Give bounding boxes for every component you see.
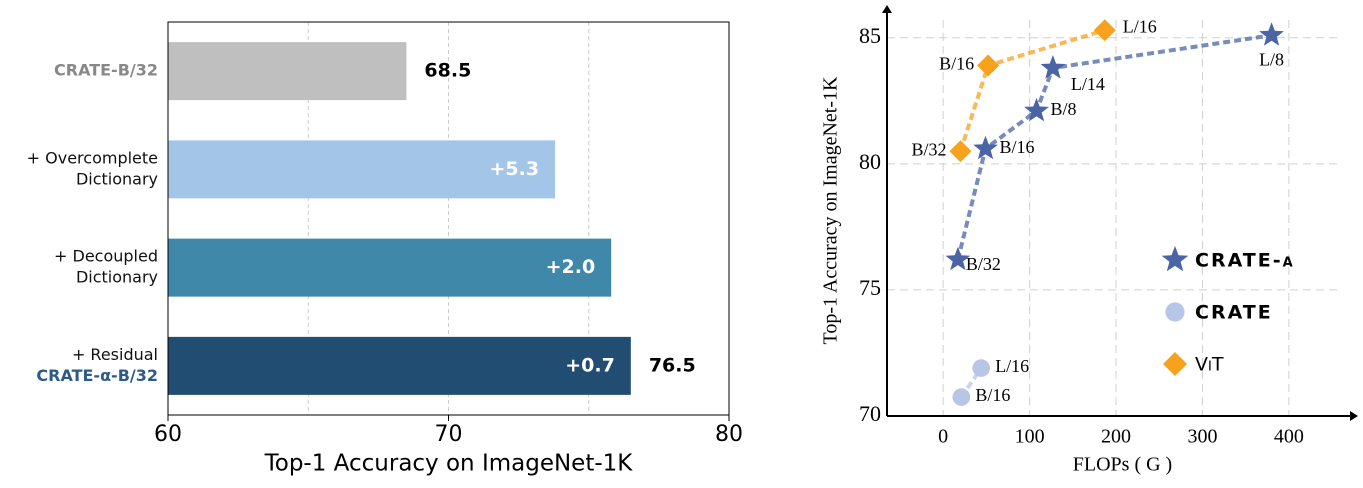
x-axis-arrow	[1350, 411, 1358, 421]
bar	[168, 140, 556, 199]
annotation: +5.3	[490, 158, 540, 180]
x-tick-label: 400	[1274, 426, 1304, 448]
y-tick-label: 80	[859, 149, 881, 174]
y-tick-label: Dictionary	[76, 268, 158, 287]
point-label: B/32	[911, 139, 946, 159]
point-label: L/8	[1259, 49, 1284, 69]
point-label: L/16	[995, 356, 1029, 376]
point-label: B/16	[975, 385, 1010, 405]
point-label: B/8	[1051, 99, 1077, 119]
x-tick-label: 200	[1101, 426, 1131, 448]
x-tick-label: 0	[938, 426, 948, 448]
circle-marker	[952, 388, 971, 406]
x-tick-label: 60	[154, 422, 182, 447]
legend-label: CRATE-α	[1195, 250, 1295, 272]
star-marker	[1024, 97, 1049, 122]
point-label: B/32	[966, 254, 1001, 274]
bar	[168, 336, 631, 395]
circle-marker	[1165, 302, 1185, 322]
star-marker	[973, 135, 998, 160]
y-tick-label: 85	[859, 23, 881, 48]
star-marker	[1259, 22, 1284, 46]
point-label: B/16	[939, 54, 974, 74]
bar	[168, 42, 407, 101]
legend-label: ViT	[1195, 354, 1224, 376]
x-axis-label: Top-1 Accuracy on ImageNet-1K	[264, 451, 634, 477]
bar	[168, 238, 612, 297]
point-label: L/14	[1071, 74, 1105, 94]
y-tick-label: + Overcomplete	[27, 148, 158, 167]
star-marker	[1040, 55, 1066, 79]
y-axis-label: Top-1 Accuracy on ImageNet-1K	[820, 76, 842, 344]
diamond-marker	[1163, 352, 1187, 376]
y-tick-label: CRATE-B/32	[54, 61, 158, 80]
diamond-marker	[977, 54, 1000, 77]
y-tick-label: + Residual	[72, 345, 158, 364]
star-marker	[1161, 246, 1189, 272]
y-axis-arrow	[882, 5, 892, 13]
x-axis-label: FLOPs ( G )	[1073, 454, 1172, 476]
x-tick-label: 100	[1015, 426, 1045, 448]
legend-label: CRATE	[1195, 302, 1273, 324]
y-tick-label: CRATE-α-B/32	[36, 366, 158, 385]
point-label: B/16	[1000, 137, 1035, 157]
y-tick-label: 70	[859, 401, 881, 426]
x-tick-label: 300	[1187, 426, 1217, 448]
y-tick-label: 75	[859, 275, 881, 300]
diamond-marker	[949, 140, 972, 163]
value-label: 76.5	[649, 354, 696, 376]
diamond-marker	[1093, 19, 1116, 42]
point-label: L/16	[1123, 16, 1157, 36]
star-marker	[945, 246, 971, 271]
annotation: +0.7	[565, 354, 615, 376]
y-tick-label: + Decoupled	[54, 247, 158, 266]
annotation: +2.0	[546, 256, 596, 278]
x-tick-label: 70	[435, 422, 463, 447]
y-tick-label: Dictionary	[76, 169, 158, 188]
x-tick-label: 80	[715, 422, 743, 447]
circle-marker	[972, 359, 990, 377]
value-label: 68.5	[424, 60, 471, 82]
